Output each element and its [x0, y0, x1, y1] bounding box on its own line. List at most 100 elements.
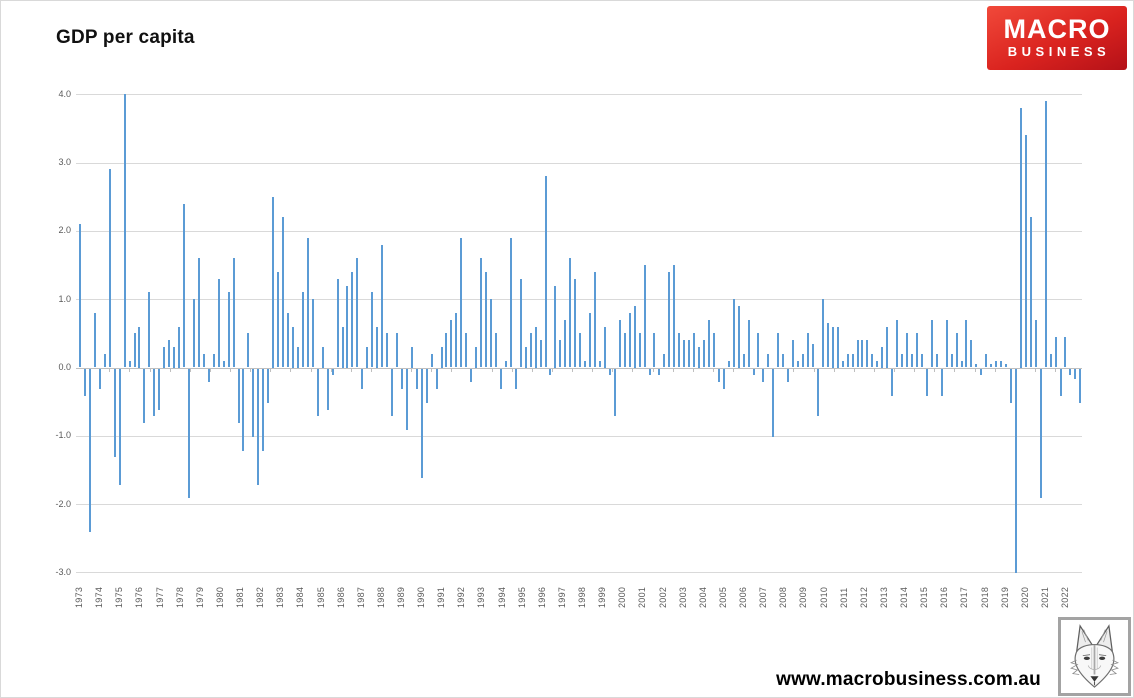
bar	[554, 285, 557, 368]
bar	[826, 323, 829, 368]
y-axis-label: 0.0	[58, 362, 71, 372]
x-axis-label: 2019	[999, 586, 1010, 608]
bar	[1005, 364, 1007, 368]
x-axis-label: 2002	[657, 586, 668, 608]
bar	[79, 224, 81, 368]
macrobusiness-logo: MACRO BUSINESS	[987, 6, 1127, 70]
y-axis-label: 2.0	[58, 225, 71, 236]
y-axis-label: 4.0	[58, 88, 71, 99]
bar	[331, 368, 334, 376]
bar	[866, 340, 869, 368]
bar	[623, 333, 626, 368]
bar	[445, 333, 448, 368]
y-axis-label: -2.0	[55, 498, 71, 509]
x-axis-label: 2004	[697, 586, 708, 608]
bar	[84, 368, 86, 396]
bar	[990, 364, 993, 368]
bar	[633, 306, 636, 368]
bar	[960, 360, 963, 368]
bar	[1034, 319, 1037, 368]
bar	[519, 278, 522, 368]
bar	[534, 326, 537, 368]
bar	[693, 333, 695, 368]
bar	[613, 368, 616, 417]
axis-tick	[531, 368, 533, 372]
gridline	[76, 230, 1082, 232]
bar	[628, 312, 631, 368]
bar	[920, 353, 923, 368]
bar	[1069, 368, 1072, 376]
axis-tick	[189, 368, 191, 372]
bar	[599, 360, 601, 368]
bar	[618, 319, 621, 368]
axis-tick	[330, 368, 332, 372]
bar	[1064, 336, 1067, 368]
bar	[262, 368, 265, 451]
bar	[480, 258, 483, 368]
x-axis-label: 1999	[597, 586, 608, 608]
bar	[430, 353, 433, 368]
x-axis-label: 2012	[858, 586, 869, 608]
x-axis-label: 1989	[396, 586, 406, 608]
x-axis-label: 2011	[838, 587, 849, 608]
bar	[737, 306, 740, 368]
bar	[475, 347, 478, 368]
bar	[138, 326, 141, 368]
axis-tick	[250, 368, 252, 372]
gridline	[76, 504, 1082, 506]
bar	[1014, 368, 1017, 574]
bar	[767, 353, 770, 368]
y-axis-label: 3.0	[58, 157, 71, 168]
bar	[509, 237, 512, 368]
bar	[559, 340, 562, 368]
x-axis-label: 2014	[899, 586, 909, 608]
axis-tick	[411, 368, 413, 372]
x-axis-label: 2020	[1019, 586, 1030, 608]
y-axis-label: -1.0	[55, 430, 71, 441]
bar	[831, 326, 834, 368]
axis-tick	[692, 368, 694, 372]
x-axis-label: 2018	[979, 586, 990, 608]
bar	[1000, 360, 1003, 368]
x-axis-label: 1996	[536, 586, 547, 608]
bar	[128, 360, 131, 368]
bar	[197, 258, 200, 368]
bar	[935, 353, 938, 368]
axis-tick	[270, 368, 272, 372]
bar	[163, 347, 166, 368]
bar	[98, 368, 101, 389]
bar	[490, 299, 492, 368]
x-axis-label: 1986	[335, 586, 346, 608]
bar	[514, 368, 517, 389]
bar	[504, 360, 507, 368]
x-axis-label: 1995	[516, 586, 527, 608]
bar	[881, 347, 884, 368]
x-axis-label: 1983	[275, 586, 286, 608]
x-axis-label: 1982	[255, 586, 266, 608]
bar	[272, 196, 275, 368]
bar	[316, 368, 319, 417]
bar	[1074, 368, 1077, 379]
x-axis-label: 1976	[134, 586, 145, 608]
bar	[485, 271, 488, 368]
bar	[371, 292, 374, 368]
bar	[841, 360, 844, 368]
bar	[727, 360, 730, 368]
axis-tick	[350, 368, 352, 372]
bar	[217, 278, 220, 368]
bar	[1049, 353, 1052, 368]
axis-tick	[632, 368, 634, 372]
axis-tick	[733, 368, 734, 372]
bar	[252, 368, 255, 437]
bar	[168, 340, 171, 368]
axis-tick	[934, 368, 936, 372]
bar	[400, 368, 403, 389]
x-axis-label: 2016	[939, 586, 950, 608]
axis-tick	[914, 368, 916, 372]
bar	[425, 368, 428, 403]
bar	[1044, 101, 1047, 368]
bar	[237, 368, 240, 424]
x-axis-label: 1978	[174, 586, 185, 608]
axis-tick	[169, 368, 171, 372]
